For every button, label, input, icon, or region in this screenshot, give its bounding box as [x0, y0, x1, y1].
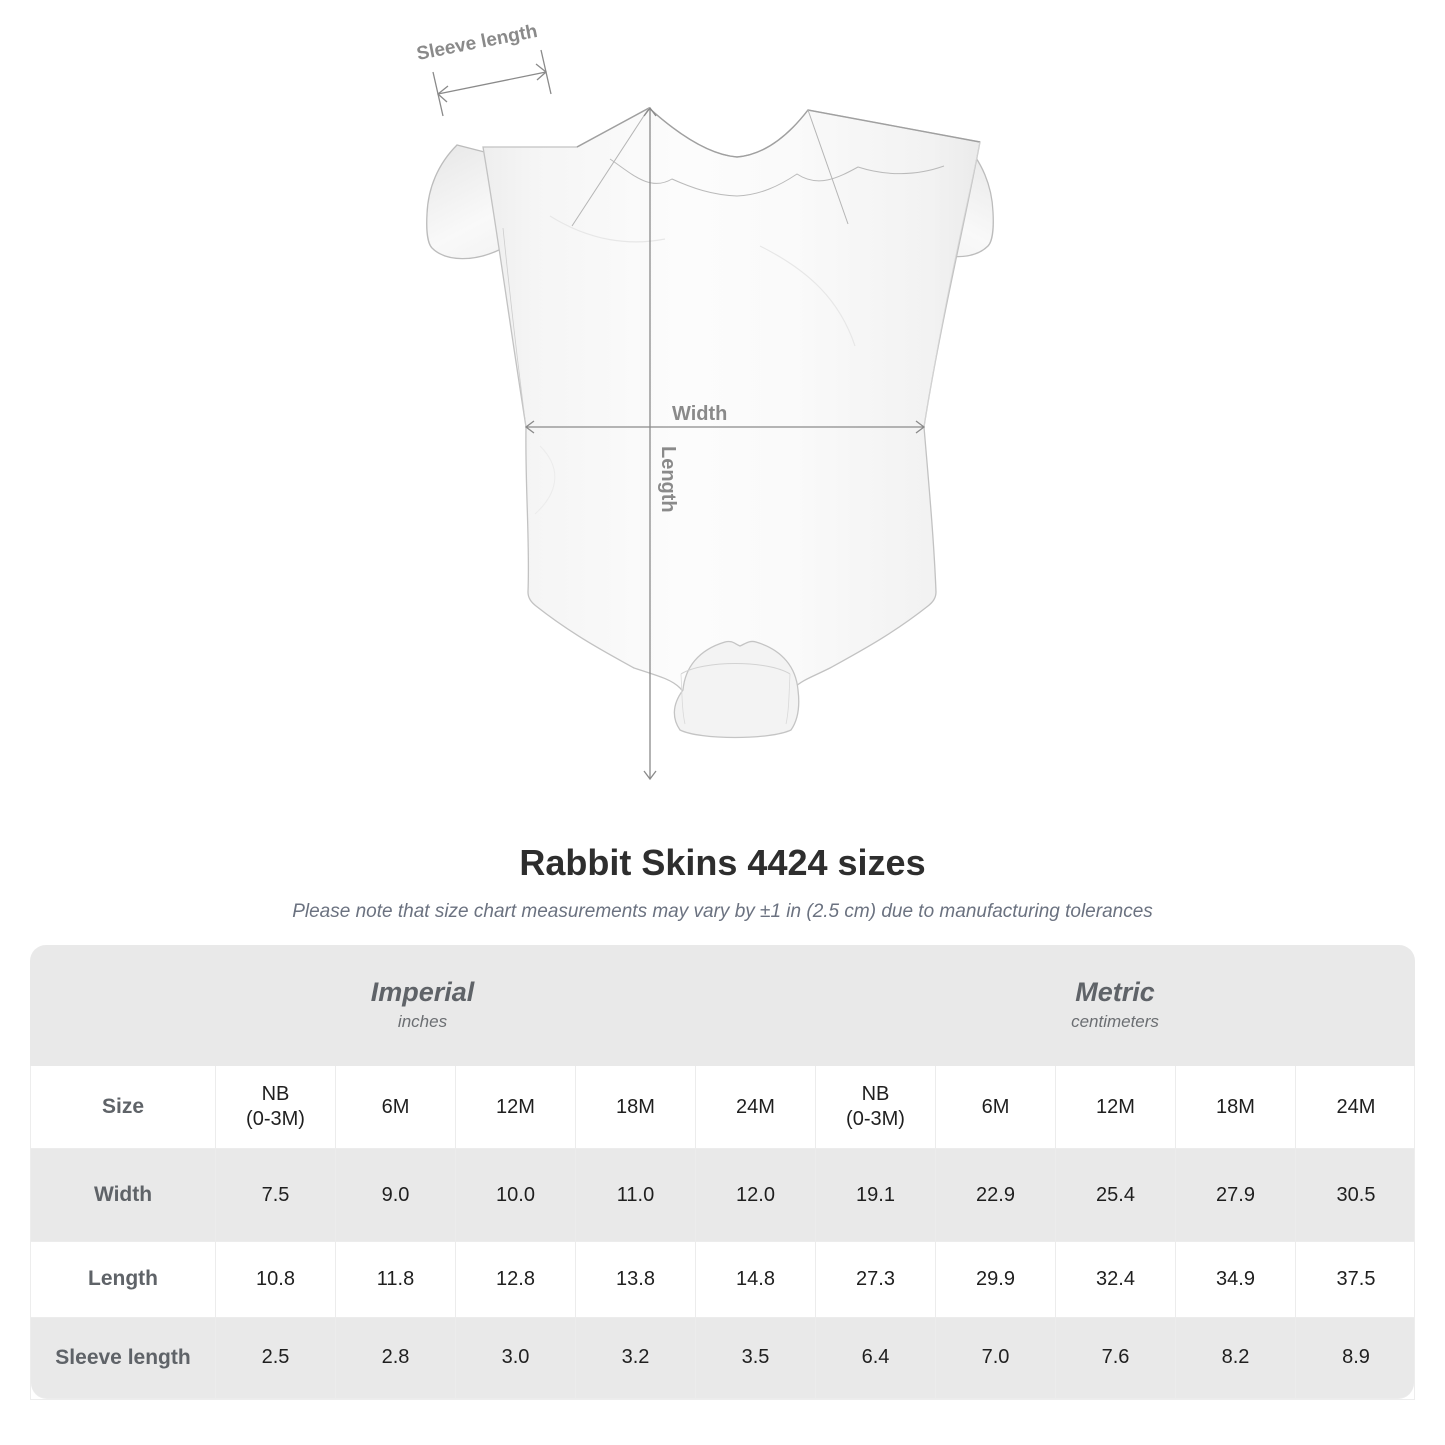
svg-text:Sleeve length: Sleeve length [415, 21, 539, 65]
svg-text:Length: Length [657, 446, 679, 513]
svg-text:Width: Width [672, 403, 727, 425]
